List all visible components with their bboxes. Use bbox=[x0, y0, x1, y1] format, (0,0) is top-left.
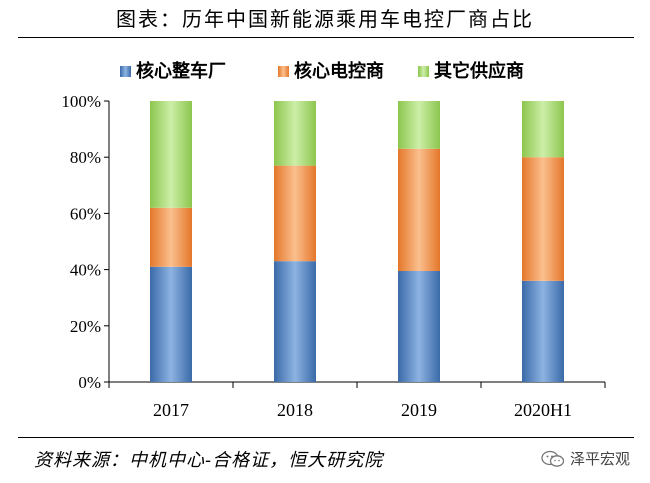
x-tick-label: 2019 bbox=[401, 400, 437, 420]
y-tick-label: 100% bbox=[61, 92, 101, 111]
chart-bars bbox=[150, 101, 564, 382]
bar-2019-0 bbox=[398, 271, 440, 382]
bar-2017-1 bbox=[150, 207, 192, 267]
stacked-bar-chart: 核心整车厂 核心电控商 其它供应商 0% 20% 40% 60% 80% 100% 2017 20… bbox=[61, 60, 606, 420]
legend-label-1: 核心电控商 bbox=[294, 60, 384, 82]
legend-label-2: 其它供应商 bbox=[434, 60, 524, 82]
wechat-icon bbox=[541, 450, 565, 467]
title-divider bbox=[18, 37, 634, 38]
legend-swatch-1 bbox=[278, 66, 289, 77]
x-tick-label: 2020H1 bbox=[514, 400, 572, 420]
footer-divider bbox=[18, 437, 634, 438]
legend-swatch-0 bbox=[120, 66, 131, 77]
bar-2019-2 bbox=[398, 101, 440, 149]
bar-2018-2 bbox=[274, 101, 316, 166]
y-tick-label: 60% bbox=[70, 204, 101, 223]
bar-2019-1 bbox=[398, 148, 440, 272]
bar-2020H1-1 bbox=[522, 157, 564, 281]
bar-2018-0 bbox=[274, 261, 316, 382]
y-tick-label: 40% bbox=[70, 261, 101, 280]
bar-2017-0 bbox=[150, 266, 192, 382]
y-tick-label: 0% bbox=[78, 373, 101, 392]
watermark: 泽平宏观 bbox=[540, 448, 630, 469]
bar-2017-2 bbox=[150, 101, 192, 208]
bar-2018-1 bbox=[274, 165, 316, 262]
chart-legend: 核心整车厂 核心电控商 其它供应商 bbox=[120, 60, 524, 82]
y-tick-label: 80% bbox=[70, 148, 101, 167]
bar-2020H1-0 bbox=[522, 280, 564, 382]
y-tick-label: 20% bbox=[70, 317, 101, 336]
x-tick-label: 2018 bbox=[277, 400, 313, 420]
legend-label-0: 核心整车厂 bbox=[136, 60, 226, 82]
x-tick-label: 2017 bbox=[153, 400, 189, 420]
source-note: 资料来源：中机中心-合格证，恒大研究院 bbox=[34, 450, 384, 471]
chart-title: 图表：历年中国新能源乘用车电控厂商占比 bbox=[116, 7, 534, 31]
bar-2020H1-2 bbox=[522, 101, 564, 158]
legend-swatch-2 bbox=[418, 66, 429, 77]
watermark-text: 泽平宏观 bbox=[569, 450, 630, 468]
chart-axes: 0% 20% 40% 60% 80% 100% 2017 2018 2019 2020H1 bbox=[61, 92, 606, 420]
